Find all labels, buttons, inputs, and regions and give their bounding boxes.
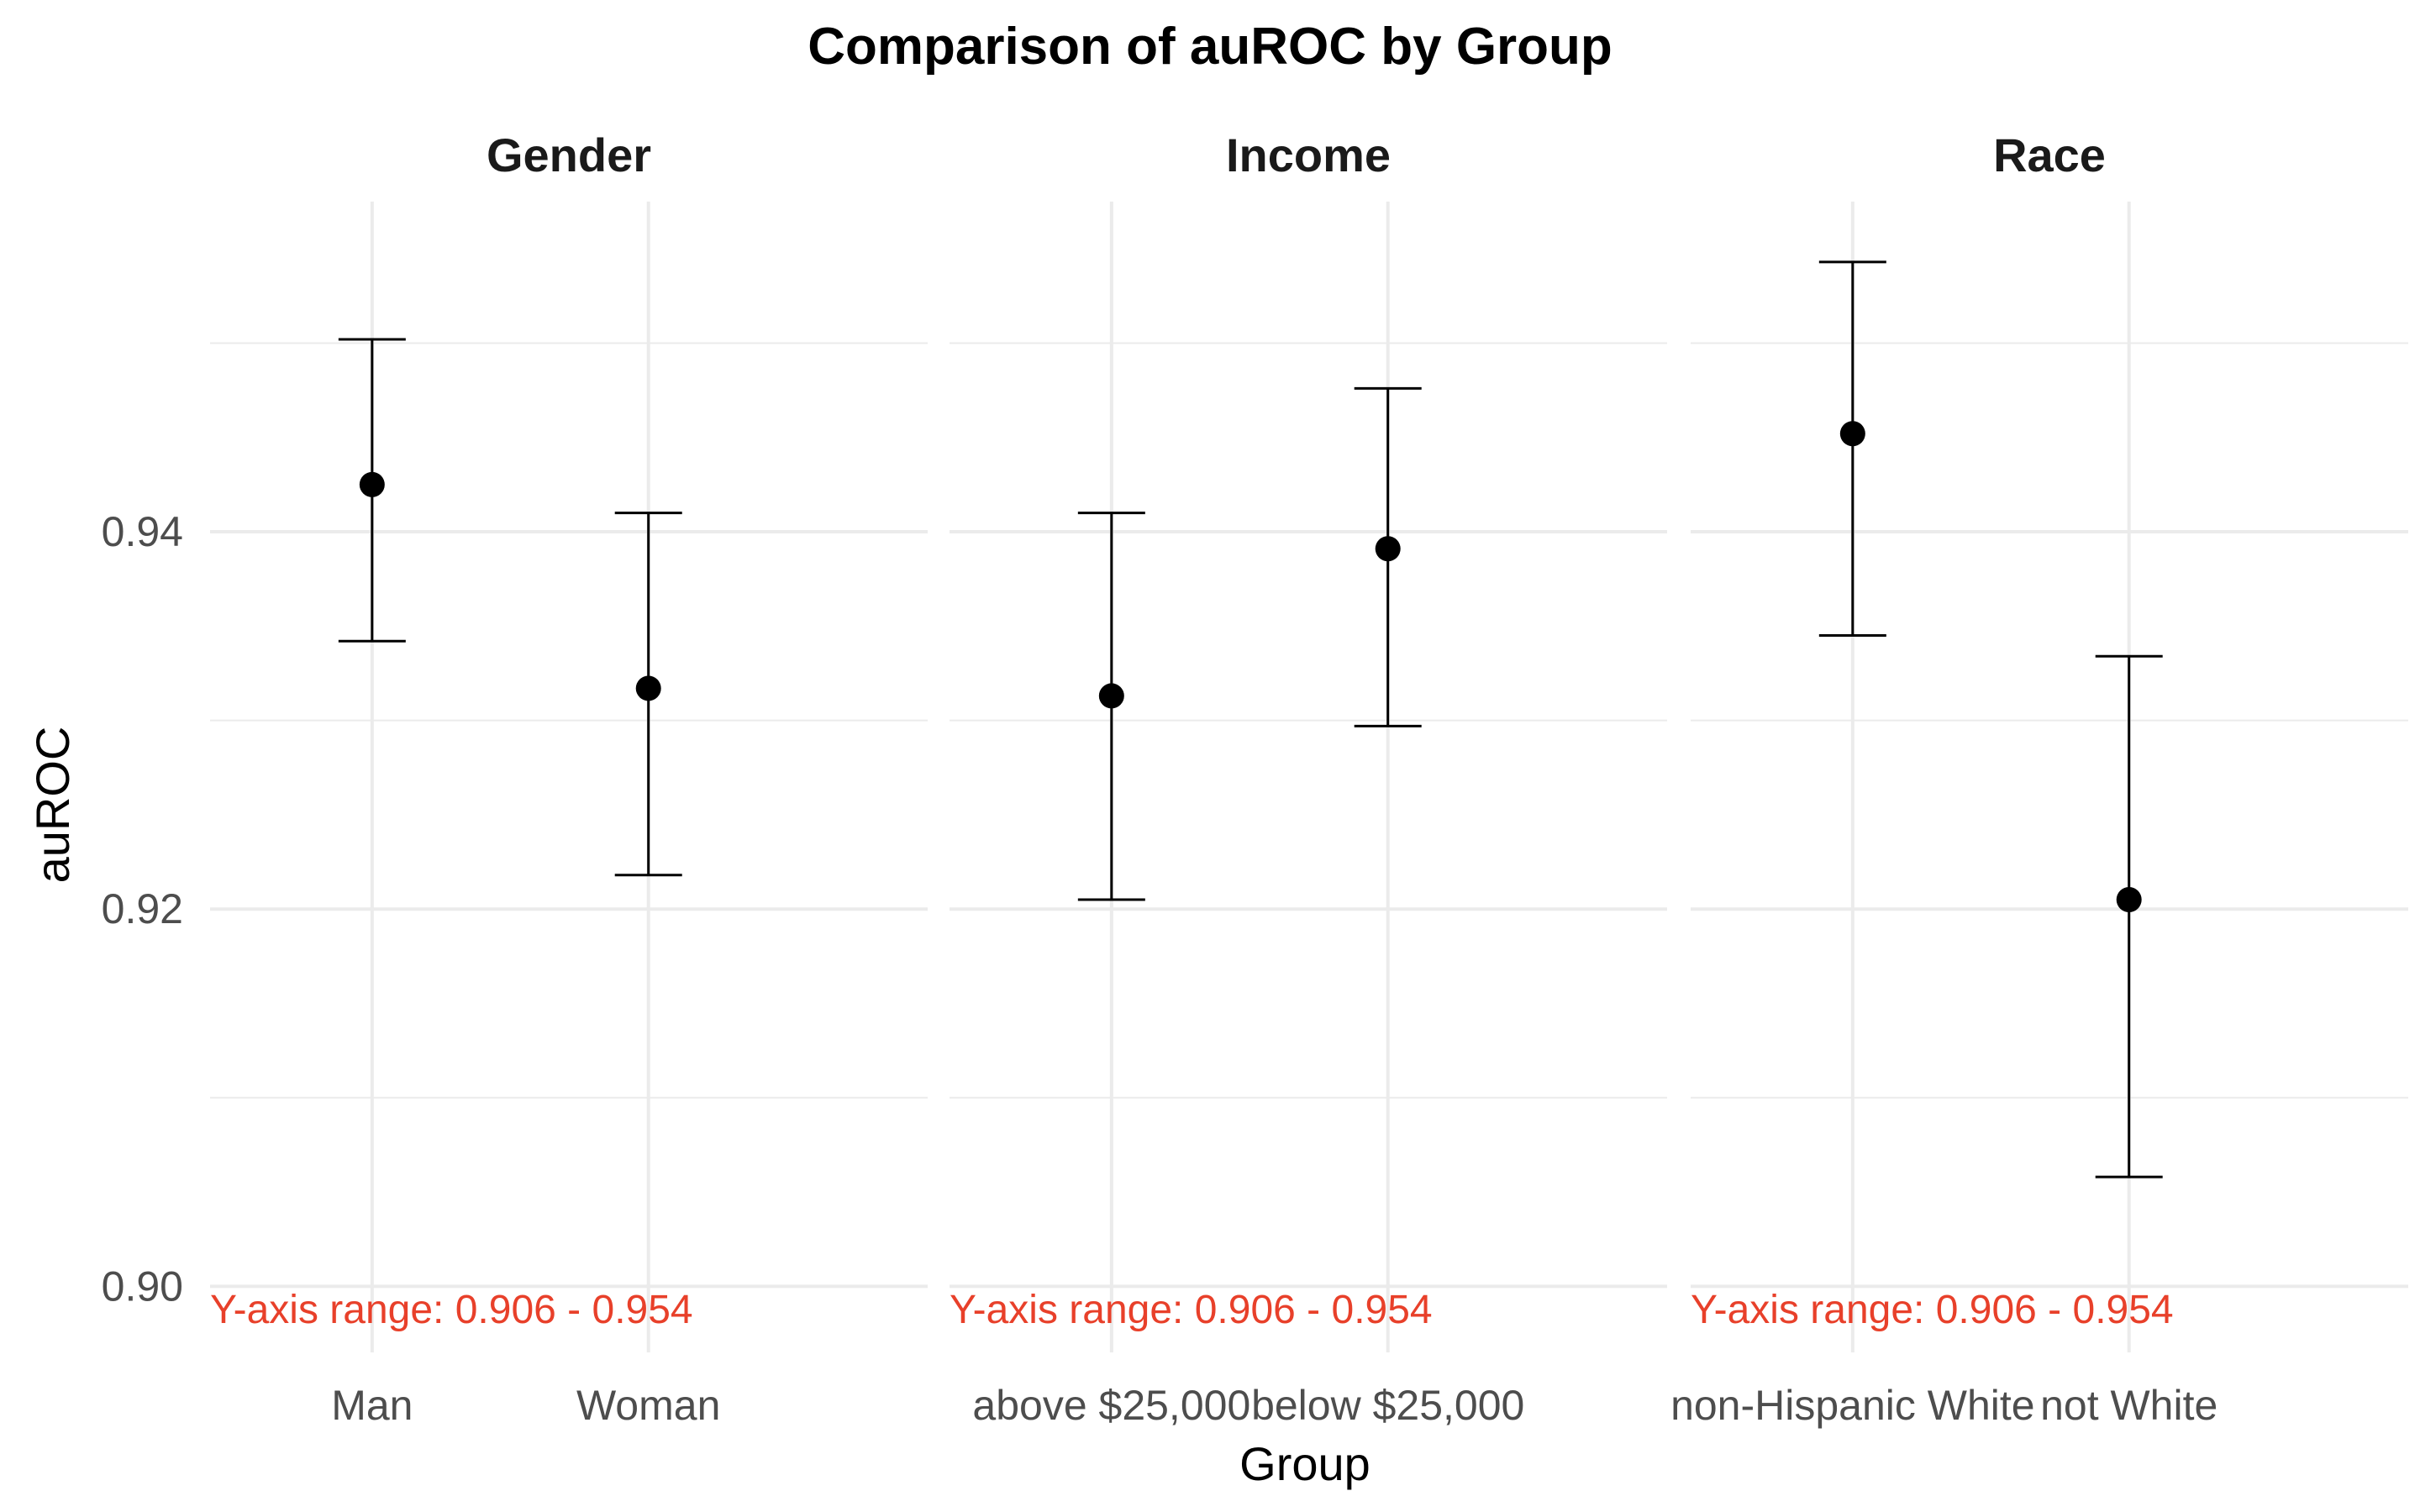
panel-strip-label: Income <box>1226 129 1391 181</box>
data-point <box>1839 421 1865 447</box>
y-tick-label: 0.90 <box>102 1263 183 1310</box>
data-point <box>635 675 661 701</box>
chart-title: Comparison of auROC by Group <box>808 18 1612 76</box>
plot-layer: 0.90 0.92 0.94 Gender Man Woman Y-axis range: … <box>102 129 2408 1429</box>
x-tick-label: below $25,000 <box>1251 1382 1524 1429</box>
y-range-note: Y-axis range: 0.906 - 0.954 <box>950 1288 1433 1332</box>
x-axis-title: Group <box>1239 1437 1370 1490</box>
data-point <box>2116 886 2142 912</box>
y-tick-label: 0.94 <box>102 508 183 555</box>
panel-race: Race non-Hispanic White not White Y-axis ra… <box>1670 129 2408 1429</box>
x-tick-label: not White <box>2040 1382 2217 1429</box>
x-tick-label: Woman <box>576 1382 720 1429</box>
panel-income: Income above $25,000 below $25,000 Y-axis r… <box>950 129 1667 1429</box>
panel-gender: Gender Man Woman Y-axis range: 0.906 - 0.95… <box>210 129 928 1429</box>
x-tick-label: Man <box>331 1382 413 1429</box>
y-axis-title: auROC <box>26 727 79 884</box>
x-tick-label: non-Hispanic White <box>1670 1382 2035 1429</box>
x-tick-label: above $25,000 <box>972 1382 1250 1429</box>
data-point <box>359 471 385 497</box>
data-point <box>1098 683 1124 709</box>
y-tick-label: 0.92 <box>102 885 183 932</box>
y-range-note: Y-axis range: 0.906 - 0.954 <box>1691 1288 2174 1332</box>
data-point <box>1375 536 1401 562</box>
y-range-note: Y-axis range: 0.906 - 0.954 <box>210 1288 693 1332</box>
panel-strip-label: Gender <box>487 129 651 181</box>
panel-strip-label: Race <box>1993 129 2106 181</box>
